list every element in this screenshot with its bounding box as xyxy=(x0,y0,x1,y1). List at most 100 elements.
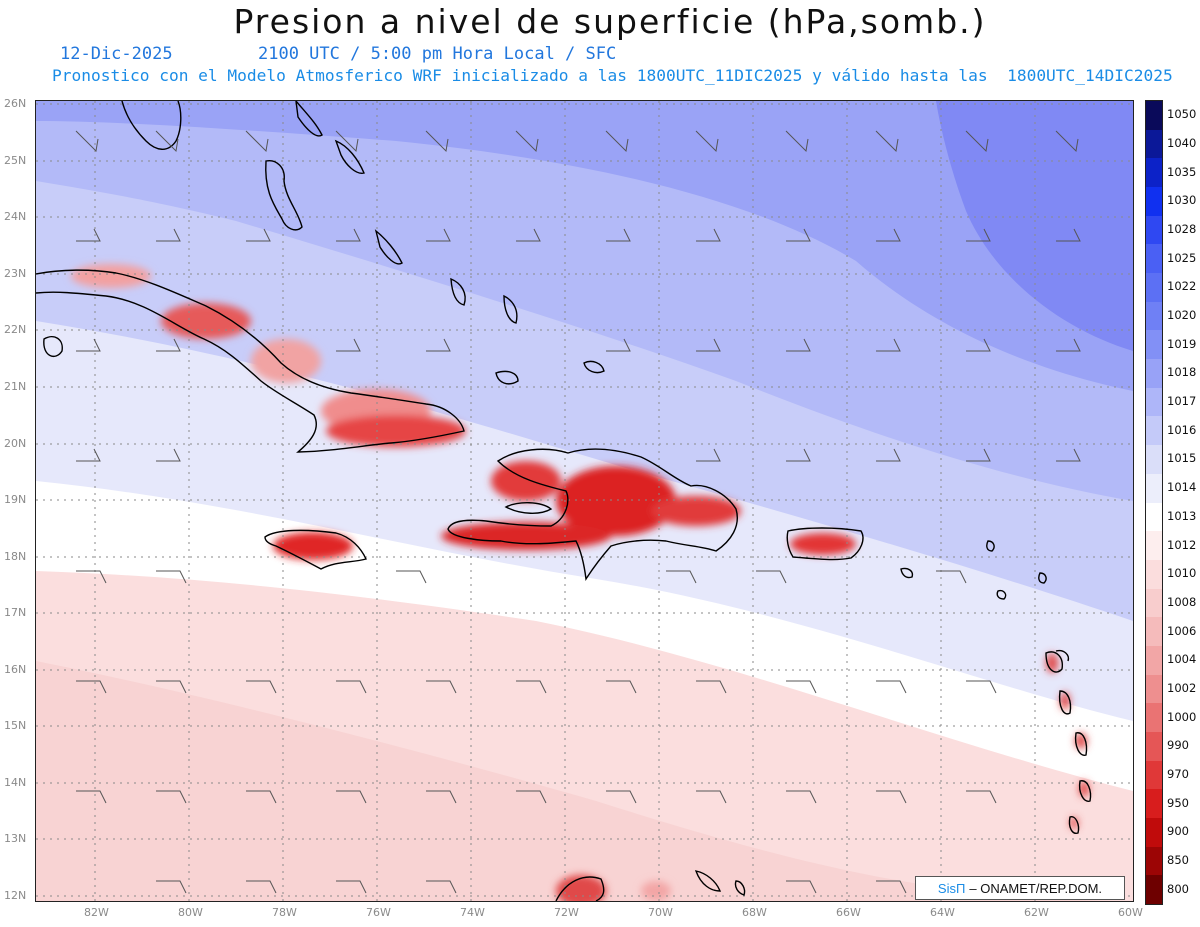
colorbar-label: 1040 xyxy=(1167,136,1197,151)
graticule xyxy=(36,101,1133,901)
lon-label: 76W xyxy=(366,906,391,919)
lat-label: 19N xyxy=(4,493,27,506)
colorbar-label: 800 xyxy=(1167,881,1189,896)
colorbar-label: 1008 xyxy=(1167,594,1197,609)
lon-label: 68W xyxy=(742,906,767,919)
lat-label: 26N xyxy=(4,97,27,110)
dominica xyxy=(1058,690,1072,715)
colorbar-segment xyxy=(1146,588,1162,618)
lon-label: 60W xyxy=(1118,906,1143,919)
colorbar-segment xyxy=(1146,359,1162,389)
colorbar-segment xyxy=(1146,645,1162,676)
colorbar-segment xyxy=(1146,215,1162,245)
colorbar-segment xyxy=(1146,559,1162,590)
colorbar-segment xyxy=(1146,674,1162,704)
florida-coast xyxy=(121,101,182,150)
lat-label: 20N xyxy=(4,437,27,450)
lon-label: 64W xyxy=(930,906,955,919)
colorbar-segment xyxy=(1146,129,1162,159)
colorbar-label: 1019 xyxy=(1167,336,1197,351)
colorbar-segment xyxy=(1146,789,1162,819)
credit-organization: – ONAMET/REP.DOM. xyxy=(969,880,1103,896)
tortuga xyxy=(504,502,553,514)
lon-label: 80W xyxy=(178,906,203,919)
lat-label: 18N xyxy=(4,550,27,563)
bonaire xyxy=(734,880,746,896)
colorbar-label: 1004 xyxy=(1167,652,1197,667)
acklins xyxy=(503,294,518,324)
map-title: Presion a nivel de superficie (hPa,somb.… xyxy=(233,2,987,41)
lat-label: 22N xyxy=(4,323,27,336)
colorbar-label: 1025 xyxy=(1167,250,1197,265)
colorbar-segment xyxy=(1146,731,1162,762)
colorbar-label: 1017 xyxy=(1167,394,1197,409)
colorbar-label: 970 xyxy=(1167,766,1189,781)
lat-label: 17N xyxy=(4,606,27,619)
lon-label: 78W xyxy=(272,906,297,919)
colorbar-segment xyxy=(1146,273,1162,303)
pressure-colorbar xyxy=(1145,100,1163,905)
colorbar-label: 1012 xyxy=(1167,537,1197,552)
colorbar-segment xyxy=(1146,760,1162,790)
colorbar-segment xyxy=(1146,301,1162,331)
colorbar-label: 1006 xyxy=(1167,623,1197,638)
credit-system: SisΠ xyxy=(937,880,966,896)
bahamas-andros xyxy=(265,160,303,231)
colorbar-segment xyxy=(1146,846,1162,876)
hispaniola-coast xyxy=(447,448,738,581)
colorbar-label: 1014 xyxy=(1167,480,1197,495)
colorbar-label: 950 xyxy=(1167,795,1189,810)
great-inagua-2 xyxy=(450,277,466,306)
wind-barbs xyxy=(75,130,1081,894)
lat-label: 15N xyxy=(4,719,27,732)
cuba-coast xyxy=(36,269,465,453)
valid-date: 12-Dic-2025 xyxy=(60,44,173,64)
colorbar-label: 1028 xyxy=(1167,222,1197,237)
colorbar-segment xyxy=(1146,817,1162,848)
colorbar-segment xyxy=(1146,502,1162,532)
lat-label: 25N xyxy=(4,154,27,167)
colorbar-label: 1030 xyxy=(1167,193,1197,208)
puerto-rico-coast xyxy=(786,527,864,561)
colorbar-segment xyxy=(1146,416,1162,446)
guadeloupe xyxy=(1045,651,1063,673)
lat-label: 16N xyxy=(4,663,27,676)
colorbar-label: 1016 xyxy=(1167,422,1197,437)
colorbar-segment xyxy=(1146,387,1162,417)
colorbar-label: 850 xyxy=(1167,852,1189,867)
martinique-small xyxy=(1055,649,1070,662)
aruba-curacao xyxy=(694,870,722,892)
colorbar-label: 1002 xyxy=(1167,680,1197,695)
st-vincent xyxy=(1068,816,1080,834)
colorbar-label: 990 xyxy=(1167,738,1189,753)
colorbar-segment xyxy=(1146,244,1162,274)
pressure-shading xyxy=(36,101,1133,901)
lon-label: 62W xyxy=(1024,906,1049,919)
lon-label: 72W xyxy=(554,906,579,919)
lat-label: 13N xyxy=(4,832,27,845)
colorbar-label: 1013 xyxy=(1167,508,1197,523)
lon-label: 82W xyxy=(84,906,109,919)
colorbar-segment xyxy=(1146,875,1162,905)
isle-of-youth xyxy=(43,335,63,358)
lat-label: 14N xyxy=(4,776,27,789)
map-canvas xyxy=(36,101,1133,901)
colorbar-label: 1050 xyxy=(1167,107,1197,122)
lon-label: 70W xyxy=(648,906,673,919)
lat-label: 21N xyxy=(4,380,27,393)
lat-label: 23N xyxy=(4,267,27,280)
coastlines xyxy=(36,101,1092,901)
terrain-low-pressure xyxy=(71,264,1089,901)
colorbar-segment xyxy=(1146,703,1162,733)
bahamas-long-island xyxy=(374,229,403,265)
lat-label: 12N xyxy=(4,889,27,902)
colorbar-label: 1035 xyxy=(1167,164,1197,179)
colorbar-label: 1000 xyxy=(1167,709,1197,724)
pressure-map xyxy=(35,100,1134,902)
bahamas-abaco xyxy=(295,101,323,137)
lat-label: 24N xyxy=(4,210,27,223)
forecast-note: Pronostico con el Modelo Atmosferico WRF… xyxy=(52,66,1173,85)
colorbar-label: 900 xyxy=(1167,824,1189,839)
valid-time: 2100 UTC / 5:00 pm Hora Local / SFC xyxy=(258,44,617,64)
colorbar-label: 1015 xyxy=(1167,451,1197,466)
